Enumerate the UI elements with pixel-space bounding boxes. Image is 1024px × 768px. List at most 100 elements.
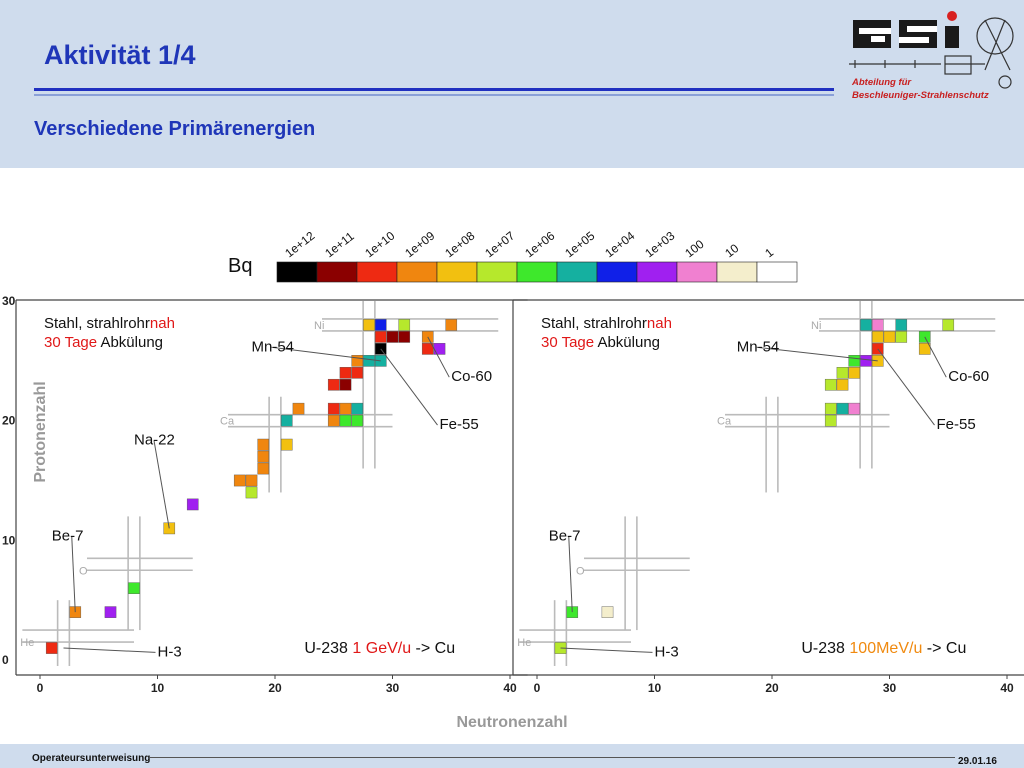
nuclide-cell [860, 355, 872, 367]
nuclide-cell [327, 378, 340, 391]
isotope-label: H-3 [655, 643, 679, 660]
shell-label: Ni [811, 320, 821, 332]
scale-swatch [396, 261, 438, 283]
nuclide-cell [351, 414, 364, 427]
beam-energy: 100MeV/u [849, 640, 922, 657]
footer-course: Operateursunterweisung [32, 753, 151, 764]
shell-label: O [79, 565, 88, 577]
scale-swatch [436, 261, 478, 283]
isotope-label: Co-60 [948, 368, 989, 385]
nuclide-cell [327, 402, 340, 415]
nuclide-cell [292, 402, 305, 415]
nuclide-cell [836, 366, 849, 379]
department-line2: Beschleuniger-Strahlenschutz [852, 90, 989, 101]
department-line1: Abteilung für [852, 77, 912, 88]
isotope-leader [63, 647, 156, 653]
nuclide-cell [445, 319, 458, 331]
y-axis-label: Protonenzahl [32, 381, 49, 482]
nuclide-cell [871, 319, 884, 331]
nuclide-cell [363, 355, 375, 367]
isotope-leader [560, 647, 653, 653]
cooling-part2: Abkülung [594, 334, 660, 351]
nuclide-cell [339, 402, 352, 415]
sample-part2: nah [647, 315, 672, 332]
x-tick-label: 20 [765, 681, 779, 695]
scale-tick-label: 1e+09 [402, 228, 437, 260]
shell-label: O [576, 565, 585, 577]
color-scale-unit: Bq [228, 255, 252, 277]
scale-swatch [356, 261, 398, 283]
nuclide-cell [351, 366, 364, 379]
scale-tick-label: 100 [682, 237, 707, 261]
x-tick-label: 40 [1000, 681, 1014, 695]
beam-label: U-238 1 GeV/u -> Cu [304, 640, 455, 657]
nuclide-cell [257, 450, 270, 463]
scale-tick-label: 1e+04 [602, 228, 637, 260]
scale-tick-label: 1e+08 [442, 228, 477, 260]
footer-rule [150, 757, 955, 758]
shell-label: He [517, 637, 531, 649]
shell-label: Ni [314, 320, 324, 332]
title-rule [34, 88, 834, 91]
scale-swatch [596, 261, 638, 283]
nuclide-cell [327, 414, 340, 427]
x-tick-label: 0 [37, 681, 44, 695]
nuclide-cell [128, 582, 140, 595]
nuclide-cell [824, 402, 837, 415]
nuclide-cell [895, 331, 908, 343]
isotope-leader [568, 536, 573, 613]
nuclide-cell [257, 438, 270, 451]
nuclide-cell [339, 378, 352, 391]
nuclide-cell [848, 355, 861, 367]
x-tick-label: 30 [883, 681, 897, 695]
page-subtitle: Verschiedene Primärenergien [34, 118, 316, 140]
nuclide-cell [421, 343, 434, 355]
nuclide-panel-1: 0 10 20 30 40 0 10 20 30 He O Ca Ni Be-7 H-3 Na-22 Mn-54… [2, 294, 528, 695]
x-tick-label: 40 [503, 681, 517, 695]
sample-label: Stahl, strahlrohrnah [44, 315, 175, 332]
scale-swatch [716, 261, 758, 283]
beam-part3: -> Cu [922, 640, 966, 657]
nuclide-cell [186, 498, 199, 511]
nuclide-cell [433, 343, 446, 355]
nuclide-cell [824, 414, 837, 427]
nuclide-cell [860, 319, 872, 331]
x-tick-label: 10 [151, 681, 165, 695]
nuclide-cell [883, 331, 896, 343]
footer-band [0, 744, 1024, 768]
footer-date: 29.01.16 [958, 756, 997, 767]
scale-tick-label: 1e+03 [642, 228, 677, 260]
scale-tick-label: 1e+11 [322, 229, 357, 260]
scale-swatch [276, 261, 318, 283]
nuclide-cell [280, 414, 293, 427]
sample-part1: Stahl, strahlrohr [44, 315, 150, 332]
isotope-leader [877, 348, 935, 426]
nuclide-cell [836, 402, 849, 415]
scale-swatch [756, 261, 798, 283]
isotope-leader [153, 440, 170, 529]
page-title: Aktivität 1/4 [44, 40, 196, 70]
scale-tick-label: 10 [722, 241, 741, 260]
isotope-label: Fe-55 [937, 416, 976, 433]
department-label: Abteilung für Beschleuniger-Strahlenschu… [852, 76, 989, 102]
isotope-leader [427, 336, 450, 378]
nuclide-cell [363, 319, 375, 331]
title-rule-light [34, 94, 834, 96]
color-scale-bar: 1e+12 1e+11 1e+10 1e+09 1e+08 1e+07 1e+06 1e+05… [276, 228, 798, 283]
isotope-label: Mn-54 [252, 338, 295, 355]
isotope-leader [380, 348, 438, 426]
nuclide-cell [245, 474, 258, 487]
nuclide-cell [386, 331, 399, 343]
nuclide-charts: 0 10 20 30 40 0 10 20 30 He O Ca Ni Be-7 H-3 Na-22 Mn-54… [2, 294, 1024, 695]
scale-tick-label: 1e+06 [522, 228, 557, 260]
nuclide-panel-2: 0 10 20 30 40 He O Ca Ni Be-7 H-3 Mn-54 Co-60 Fe-55 St… [512, 299, 1024, 695]
x-tick-label: 10 [648, 681, 662, 695]
nuclide-cell [942, 319, 955, 331]
y-tick-label: 20 [2, 414, 16, 428]
nuclide-cell [871, 355, 884, 367]
shell-label: Ca [220, 416, 235, 428]
scale-swatch [476, 261, 518, 283]
nuclide-cell [351, 355, 364, 367]
nuclide-cell [824, 378, 837, 391]
scale-tick-label: 1e+05 [562, 228, 597, 260]
